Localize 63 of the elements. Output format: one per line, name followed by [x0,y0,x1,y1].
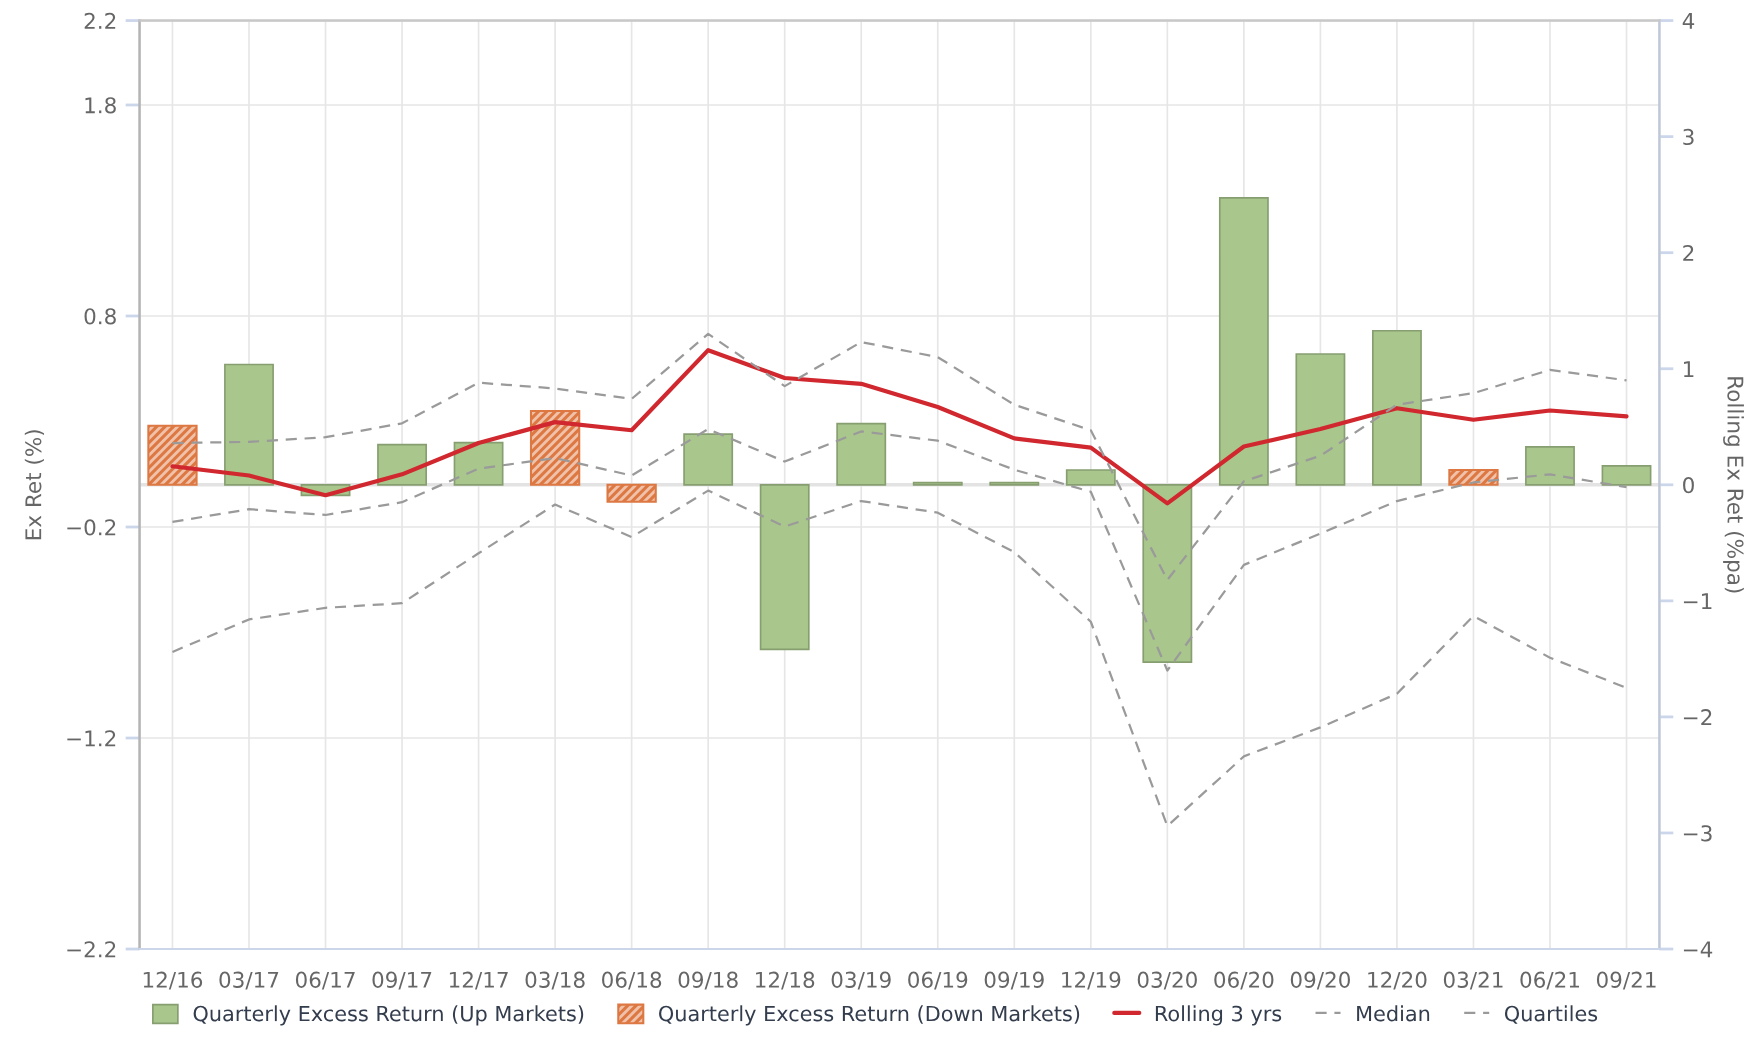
bar [836,422,887,486]
bar [1218,196,1269,486]
legend-label: Quartiles [1504,1005,1598,1024]
y2-tick-label: 3 [1683,128,1694,146]
y2-tick-label: 0 [1683,477,1694,494]
y2-axis-title: Rolling Ex Ret (%pa) [1723,377,1744,593]
x-tick-label: 12/20 [1368,971,1427,990]
bar [1525,445,1575,486]
bar [1142,483,1193,663]
y-tick-label: −1.2 [67,730,116,747]
x-tick-label: 06/18 [602,971,662,990]
x-tick-label: 06/20 [1214,971,1274,990]
x-tick-label: 03/20 [1137,971,1197,990]
y-tick-label: 1.8 [85,97,116,114]
y2-tick-label: 1 [1684,361,1694,377]
bar [1295,353,1346,486]
bar [147,424,198,486]
bar [1371,329,1422,486]
y2-tick-label: 4 [1682,13,1695,29]
y-tick-label: 0.8 [84,308,116,325]
x-tick-label: 06/17 [295,971,355,990]
bar [453,441,504,486]
x-tick-label: 03/21 [1443,971,1503,990]
bar [529,409,581,486]
bar [989,481,1040,486]
legend-label: Median [1357,1005,1430,1022]
x-tick-label: 03/19 [831,971,891,990]
x-tick-label: 12/17 [449,971,508,990]
legend-label: Rolling 3 yrs [1155,1005,1282,1026]
y-tick-label: −2.2 [67,941,116,958]
x-tick-label: 03/17 [219,971,279,990]
x-tick-label: 03/18 [525,971,585,990]
x-tick-label: 12/19 [1062,971,1121,990]
line-series [171,332,1628,582]
x-tick-label: 06/19 [908,971,968,990]
bar [912,481,963,486]
x-tick-label: 09/21 [1596,971,1656,990]
bar [606,483,657,503]
y2-tick-label: −1 [1683,593,1712,610]
line-series [171,427,1628,672]
x-tick-label: 09/17 [372,971,432,990]
x-tick-label: 12/18 [756,971,815,990]
y2-tick-label: −2 [1683,709,1712,726]
legend-label: Quarterly Excess Return (Down Markets) [659,1005,1080,1026]
y2-tick-label: −3 [1683,825,1712,842]
bar [1601,464,1652,486]
y-tick-label: −0.2 [67,519,116,536]
bar [1448,468,1499,486]
y2-tick-label: 2 [1683,244,1694,261]
x-tick-label: 09/18 [678,971,738,990]
bar [224,363,274,486]
x-tick-label: 09/19 [984,971,1044,990]
legend-label: Quarterly Excess Return (Up Markets) [193,1005,584,1026]
x-tick-label: 06/21 [1520,971,1580,990]
x-tick-label: 09/20 [1290,971,1350,990]
x-tick-label: 12/16 [143,971,203,990]
bar [683,433,734,486]
bar [1065,469,1116,486]
line-series [170,348,1629,506]
y-tick-label: 2.2 [84,12,116,29]
bar [759,483,810,651]
y2-tick-label: −4 [1683,941,1713,958]
y-axis-title: Ex Ret (%) [24,430,44,540]
